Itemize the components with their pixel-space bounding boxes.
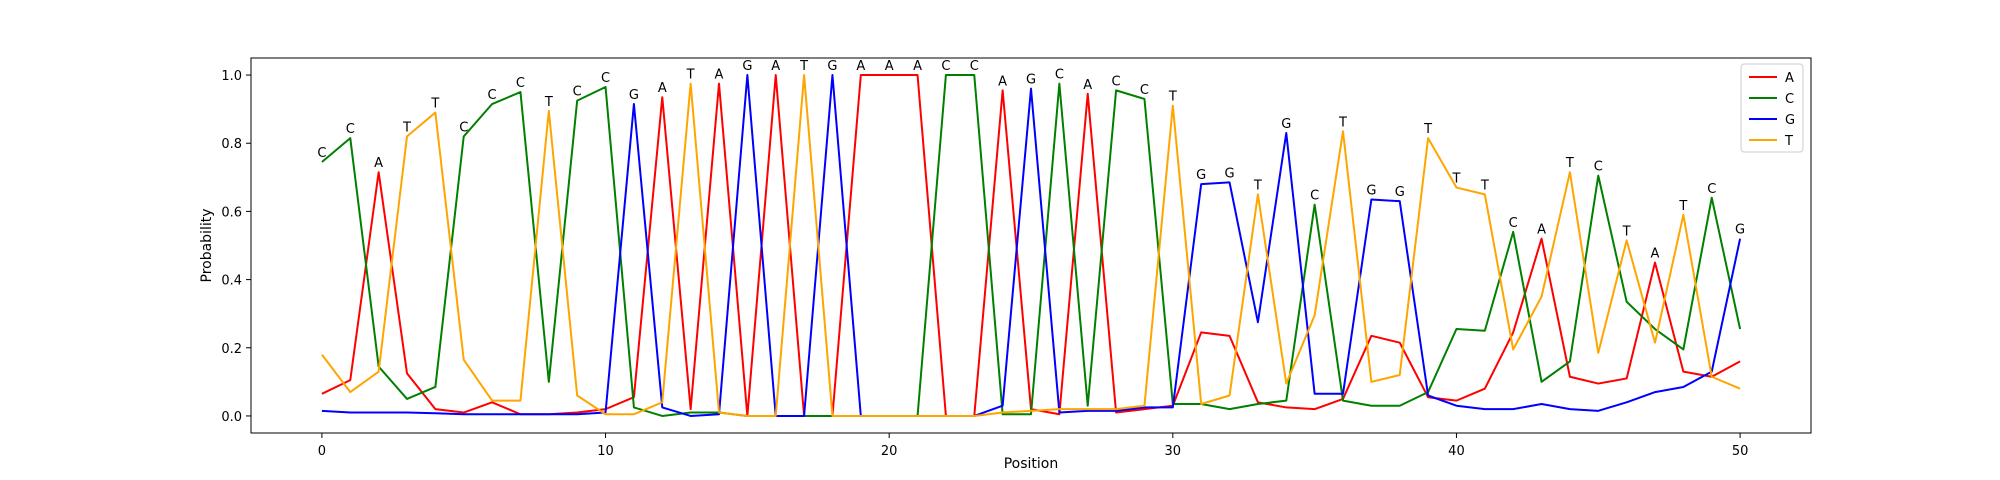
- base-label: T: [686, 68, 695, 83]
- y-axis-ticks: 0.0 0.2 0.4 0.6 0.8 1.0: [221, 69, 251, 425]
- base-label: T: [1565, 156, 1574, 171]
- y-tick-label: 0.8: [221, 137, 242, 152]
- y-tick-label: 1.0: [221, 69, 242, 84]
- base-label: C: [346, 122, 355, 137]
- base-label: G: [742, 59, 752, 74]
- base-label: T: [1423, 122, 1432, 137]
- x-tick-label: 10: [597, 444, 614, 459]
- base-label: A: [856, 59, 865, 74]
- base-label: A: [998, 74, 1007, 89]
- x-tick-label: 30: [1165, 444, 1182, 459]
- base-label: T: [1480, 178, 1489, 193]
- base-label: G: [1196, 168, 1206, 183]
- base-label: C: [1140, 83, 1149, 98]
- base-label: G: [1026, 73, 1036, 88]
- base-label: C: [488, 88, 497, 103]
- base-label: G: [1366, 183, 1376, 198]
- legend-label: C: [1785, 92, 1794, 107]
- base-label: C: [601, 71, 610, 86]
- base-label: T: [430, 97, 439, 112]
- base-label: G: [1395, 185, 1405, 200]
- base-label: C: [459, 120, 468, 135]
- legend-label: A: [1785, 71, 1794, 86]
- base-label: T: [1678, 199, 1687, 214]
- legend-label: T: [1784, 134, 1793, 149]
- series-line-C: [321, 74, 1742, 417]
- series-line-T: [321, 74, 1741, 417]
- base-label: C: [1055, 68, 1064, 83]
- base-label: T: [1451, 172, 1460, 187]
- y-tick-label: 0.4: [221, 274, 242, 289]
- base-label: T: [1622, 224, 1631, 239]
- base-label: C: [1310, 189, 1319, 204]
- base-label: C: [1112, 74, 1121, 89]
- base-label: A: [374, 156, 383, 171]
- base-label: A: [913, 59, 922, 74]
- y-tick-label: 0.0: [221, 410, 242, 425]
- x-tick-label: 40: [1448, 444, 1465, 459]
- base-label: T: [1168, 90, 1177, 105]
- legend-label: G: [1785, 113, 1795, 128]
- x-axis-title: Position: [1004, 456, 1059, 472]
- series-layer: [321, 74, 1742, 417]
- base-label: C: [516, 76, 525, 91]
- x-tick-label: 20: [881, 444, 898, 459]
- base-label: T: [799, 59, 808, 74]
- annotation-layer: C C A T T C C C T C C G A T A G A T G A A A C C A G C A C C T G G T G C T G G T…: [317, 59, 1745, 261]
- y-tick-label: 0.6: [221, 205, 242, 220]
- plot-frame: [250, 57, 1812, 434]
- base-label: C: [317, 146, 326, 161]
- base-label: T: [1253, 178, 1262, 193]
- base-label: A: [885, 59, 894, 74]
- base-label: A: [658, 81, 667, 96]
- base-label: A: [771, 59, 780, 74]
- base-label: C: [573, 85, 582, 100]
- y-axis-title: Probability: [199, 208, 215, 282]
- base-label: T: [544, 95, 553, 110]
- x-tick-label: 0: [318, 444, 326, 459]
- base-label: G: [1735, 223, 1745, 238]
- base-label: C: [941, 59, 950, 74]
- base-label: A: [715, 68, 724, 83]
- base-label: A: [1083, 78, 1092, 93]
- legend-box: [1740, 63, 1804, 153]
- base-label: G: [629, 88, 639, 103]
- x-axis-ticks: 0 10 20 30 40 50: [318, 433, 1749, 459]
- base-label: G: [1281, 117, 1291, 132]
- base-label: C: [1509, 216, 1518, 231]
- base-label: A: [1537, 223, 1546, 238]
- y-tick-label: 0.2: [221, 342, 242, 357]
- base-label: T: [1338, 115, 1347, 130]
- base-label: A: [1651, 247, 1660, 262]
- base-label: G: [827, 59, 837, 74]
- base-label: C: [1707, 182, 1716, 197]
- series-line-G: [321, 74, 1742, 417]
- base-label: T: [402, 120, 411, 135]
- base-label: C: [970, 59, 979, 74]
- base-label: C: [1594, 160, 1603, 175]
- base-label: G: [1225, 166, 1235, 181]
- x-tick-label: 50: [1732, 444, 1749, 459]
